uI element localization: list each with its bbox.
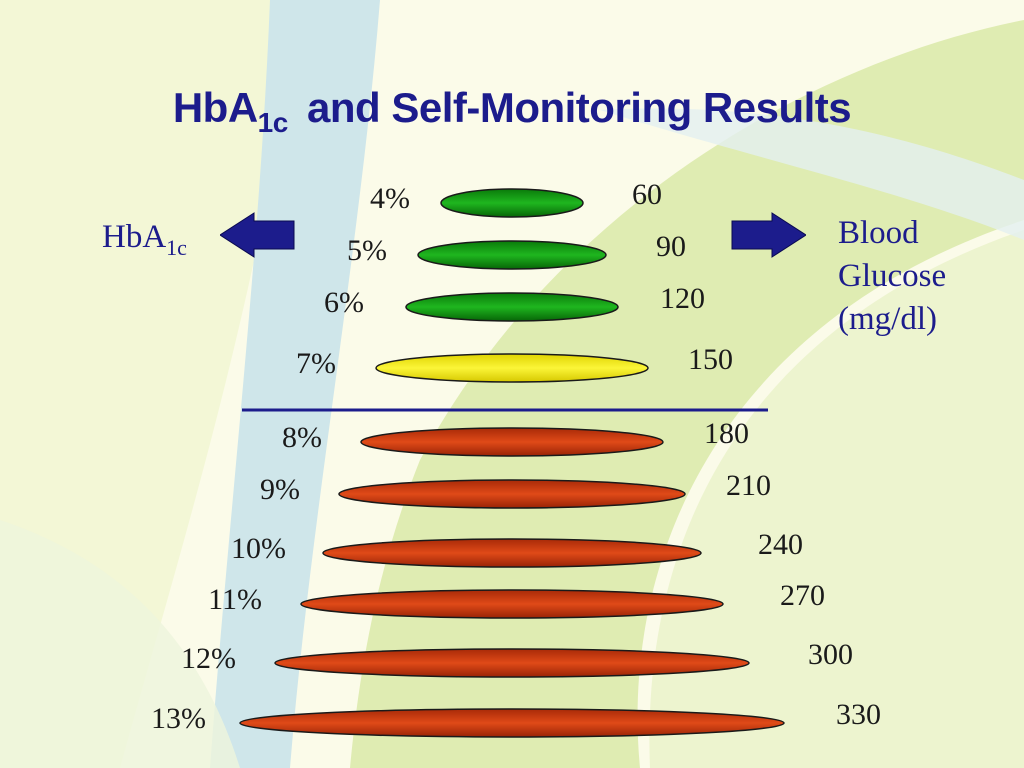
glucose-value-label: 210 [726,469,771,502]
pill-green-1 [440,188,584,218]
hba1c-value-label: 7% [296,347,336,380]
hba1c-value-label: 4% [370,182,410,215]
glucose-value-label: 90 [656,230,686,263]
pill-red-9 [274,648,750,678]
hba1c-value-label: 10% [231,532,286,565]
glucose-value-label: 180 [704,417,749,450]
pill-red-8 [300,589,724,619]
blood-glucose-line-1: Blood [838,215,919,251]
slide-title: HbA1c and Self-Monitoring Results [0,84,1024,138]
hba1c-label-main: HbA [102,219,167,255]
pill-red-7 [322,538,702,568]
title-subscript: 1c [257,107,289,138]
pill-red-6 [338,479,686,509]
title-main: HbA [172,84,258,131]
glucose-value-label: 270 [780,579,825,612]
hba1c-value-label: 8% [282,421,322,454]
glucose-value-label: 120 [660,282,705,315]
right-arrow-icon [731,212,806,258]
hba1c-value-label: 9% [260,473,300,506]
hba1c-value-label: 12% [181,642,236,675]
title-rest: and Self-Monitoring Results [306,84,852,131]
hba1c-value-label: 5% [347,234,387,267]
glucose-value-label: 300 [808,638,853,671]
left-arrow-icon [220,212,295,258]
hba1c-value-label: 13% [151,702,206,735]
glucose-value-label: 150 [688,343,733,376]
hba1c-label-subscript: 1c [166,235,187,260]
hba1c-value-label: 6% [324,286,364,319]
glucose-value-label: 240 [758,528,803,561]
glucose-value-label: 60 [632,178,662,211]
blood-glucose-line-3: (mg/dl) [838,301,937,337]
pill-yellow-4 [375,353,649,383]
pill-red-10 [239,708,785,738]
hba1c-label: HbA1c [102,216,187,261]
pill-red-5 [360,427,664,457]
pill-green-2 [417,240,607,270]
hba1c-value-label: 11% [208,583,262,616]
pill-green-3 [405,292,619,322]
blood-glucose-label: Blood Glucose (mg/dl) [838,212,946,341]
blood-glucose-line-2: Glucose [838,258,947,294]
glucose-value-label: 330 [836,698,881,731]
